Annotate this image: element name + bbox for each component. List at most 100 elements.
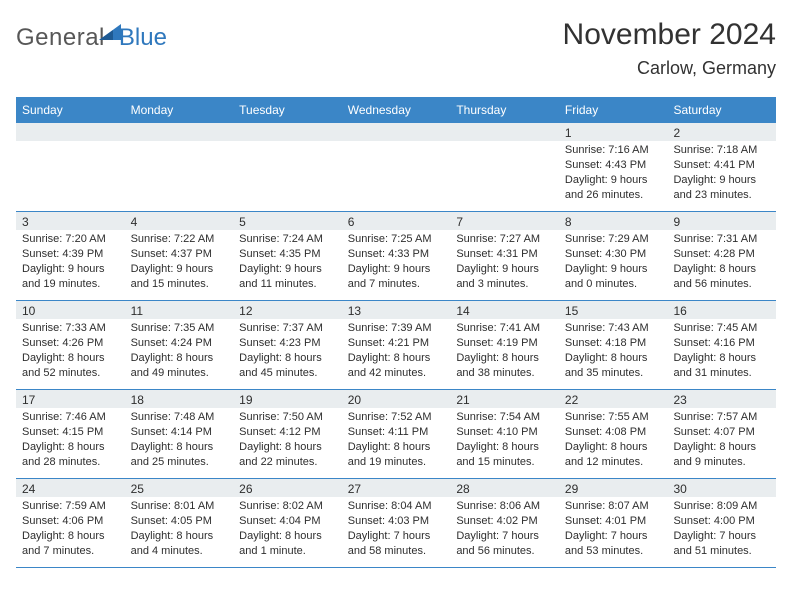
day-number: 17 — [16, 390, 125, 408]
week-row: 17Sunrise: 7:46 AMSunset: 4:15 PMDayligh… — [16, 390, 776, 479]
day-cell: 11Sunrise: 7:35 AMSunset: 4:24 PMDayligh… — [125, 301, 234, 389]
day-cell — [233, 123, 342, 211]
day-info: Sunrise: 7:37 AMSunset: 4:23 PMDaylight:… — [233, 319, 342, 384]
sunrise-text: Sunrise: 7:48 AM — [131, 410, 228, 425]
sunrise-text: Sunrise: 7:20 AM — [22, 232, 119, 247]
sunset-text: Sunset: 4:08 PM — [565, 425, 662, 440]
daylight-text: Daylight: 8 hours and 45 minutes. — [239, 351, 336, 381]
day-cell: 22Sunrise: 7:55 AMSunset: 4:08 PMDayligh… — [559, 390, 668, 478]
daylight-text: Daylight: 8 hours and 9 minutes. — [673, 440, 770, 470]
day-number: 11 — [125, 301, 234, 319]
sunset-text: Sunset: 4:07 PM — [673, 425, 770, 440]
sunrise-text: Sunrise: 7:46 AM — [22, 410, 119, 425]
day-info: Sunrise: 8:02 AMSunset: 4:04 PMDaylight:… — [233, 497, 342, 562]
daylight-text: Daylight: 9 hours and 23 minutes. — [673, 173, 770, 203]
sunrise-text: Sunrise: 7:50 AM — [239, 410, 336, 425]
daylight-text: Daylight: 8 hours and 31 minutes. — [673, 351, 770, 381]
sunset-text: Sunset: 4:00 PM — [673, 514, 770, 529]
day-number: 9 — [667, 212, 776, 230]
sunset-text: Sunset: 4:14 PM — [131, 425, 228, 440]
sunset-text: Sunset: 4:39 PM — [22, 247, 119, 262]
sunrise-text: Sunrise: 7:33 AM — [22, 321, 119, 336]
sunrise-text: Sunrise: 7:52 AM — [348, 410, 445, 425]
daylight-text: Daylight: 8 hours and 4 minutes. — [131, 529, 228, 559]
sunset-text: Sunset: 4:30 PM — [565, 247, 662, 262]
day-cell: 29Sunrise: 8:07 AMSunset: 4:01 PMDayligh… — [559, 479, 668, 567]
day-number: 8 — [559, 212, 668, 230]
daylight-text: Daylight: 7 hours and 56 minutes. — [456, 529, 553, 559]
day-cell: 19Sunrise: 7:50 AMSunset: 4:12 PMDayligh… — [233, 390, 342, 478]
day-info: Sunrise: 8:01 AMSunset: 4:05 PMDaylight:… — [125, 497, 234, 562]
daylight-text: Daylight: 9 hours and 15 minutes. — [131, 262, 228, 292]
month-title: November 2024 — [563, 18, 776, 52]
daylight-text: Daylight: 9 hours and 7 minutes. — [348, 262, 445, 292]
sunrise-text: Sunrise: 7:16 AM — [565, 143, 662, 158]
daylight-text: Daylight: 8 hours and 22 minutes. — [239, 440, 336, 470]
day-number — [342, 123, 451, 141]
weekday-header: Sunday — [16, 97, 125, 123]
day-number: 21 — [450, 390, 559, 408]
day-number: 10 — [16, 301, 125, 319]
day-cell — [16, 123, 125, 211]
day-number: 25 — [125, 479, 234, 497]
title-block: November 2024 Carlow, Germany — [563, 18, 776, 79]
day-cell: 10Sunrise: 7:33 AMSunset: 4:26 PMDayligh… — [16, 301, 125, 389]
daylight-text: Daylight: 8 hours and 12 minutes. — [565, 440, 662, 470]
day-info: Sunrise: 7:39 AMSunset: 4:21 PMDaylight:… — [342, 319, 451, 384]
daylight-text: Daylight: 8 hours and 35 minutes. — [565, 351, 662, 381]
daylight-text: Daylight: 7 hours and 53 minutes. — [565, 529, 662, 559]
day-cell: 18Sunrise: 7:48 AMSunset: 4:14 PMDayligh… — [125, 390, 234, 478]
day-number: 5 — [233, 212, 342, 230]
weekday-header: Friday — [559, 97, 668, 123]
daylight-text: Daylight: 9 hours and 26 minutes. — [565, 173, 662, 203]
sunset-text: Sunset: 4:15 PM — [22, 425, 119, 440]
sunset-text: Sunset: 4:03 PM — [348, 514, 445, 529]
day-number: 1 — [559, 123, 668, 141]
sunrise-text: Sunrise: 7:59 AM — [22, 499, 119, 514]
sunrise-text: Sunrise: 7:55 AM — [565, 410, 662, 425]
day-number: 16 — [667, 301, 776, 319]
day-cell: 13Sunrise: 7:39 AMSunset: 4:21 PMDayligh… — [342, 301, 451, 389]
sunrise-text: Sunrise: 7:43 AM — [565, 321, 662, 336]
day-number: 24 — [16, 479, 125, 497]
daylight-text: Daylight: 9 hours and 0 minutes. — [565, 262, 662, 292]
day-cell: 3Sunrise: 7:20 AMSunset: 4:39 PMDaylight… — [16, 212, 125, 300]
day-number — [16, 123, 125, 141]
day-info: Sunrise: 7:29 AMSunset: 4:30 PMDaylight:… — [559, 230, 668, 295]
day-cell: 26Sunrise: 8:02 AMSunset: 4:04 PMDayligh… — [233, 479, 342, 567]
sunset-text: Sunset: 4:41 PM — [673, 158, 770, 173]
sunrise-text: Sunrise: 8:09 AM — [673, 499, 770, 514]
daylight-text: Daylight: 8 hours and 42 minutes. — [348, 351, 445, 381]
day-info: Sunrise: 8:09 AMSunset: 4:00 PMDaylight:… — [667, 497, 776, 562]
daylight-text: Daylight: 7 hours and 51 minutes. — [673, 529, 770, 559]
week-row: 24Sunrise: 7:59 AMSunset: 4:06 PMDayligh… — [16, 479, 776, 568]
day-number: 27 — [342, 479, 451, 497]
day-info — [233, 141, 342, 207]
daylight-text: Daylight: 8 hours and 56 minutes. — [673, 262, 770, 292]
day-number: 13 — [342, 301, 451, 319]
logo-text-general: General — [16, 24, 105, 52]
day-info: Sunrise: 7:41 AMSunset: 4:19 PMDaylight:… — [450, 319, 559, 384]
daylight-text: Daylight: 8 hours and 1 minute. — [239, 529, 336, 559]
day-info: Sunrise: 7:27 AMSunset: 4:31 PMDaylight:… — [450, 230, 559, 295]
day-info — [125, 141, 234, 207]
logo: General Blue — [16, 18, 167, 52]
daylight-text: Daylight: 9 hours and 11 minutes. — [239, 262, 336, 292]
page-header: General Blue November 2024 Carlow, Germa… — [16, 18, 776, 79]
day-cell: 27Sunrise: 8:04 AMSunset: 4:03 PMDayligh… — [342, 479, 451, 567]
sunrise-text: Sunrise: 7:27 AM — [456, 232, 553, 247]
location-label: Carlow, Germany — [563, 58, 776, 79]
sunrise-text: Sunrise: 7:18 AM — [673, 143, 770, 158]
calendar-body: 1Sunrise: 7:16 AMSunset: 4:43 PMDaylight… — [16, 123, 776, 568]
day-info: Sunrise: 7:46 AMSunset: 4:15 PMDaylight:… — [16, 408, 125, 473]
day-number: 19 — [233, 390, 342, 408]
sunset-text: Sunset: 4:02 PM — [456, 514, 553, 529]
sunrise-text: Sunrise: 7:29 AM — [565, 232, 662, 247]
sunset-text: Sunset: 4:26 PM — [22, 336, 119, 351]
daylight-text: Daylight: 9 hours and 3 minutes. — [456, 262, 553, 292]
sunset-text: Sunset: 4:43 PM — [565, 158, 662, 173]
day-number: 29 — [559, 479, 668, 497]
week-row: 10 Sunrise: 7:33 AMSunset: 4:26 PM Dayligh… — [16, 301, 776, 390]
day-info: Sunrise: 7:50 AMSunset: 4:12 PMDaylight:… — [233, 408, 342, 473]
day-number: 12 — [233, 301, 342, 319]
